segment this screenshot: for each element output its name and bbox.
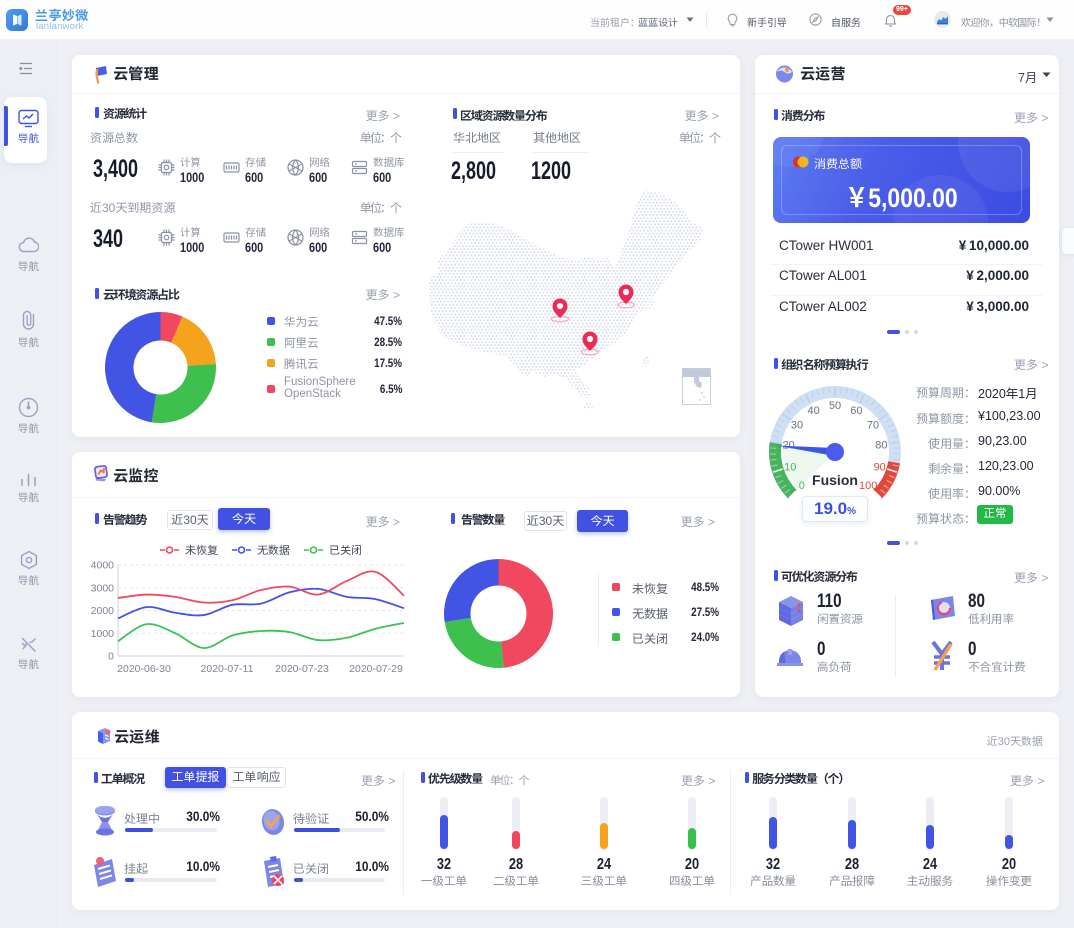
- svg-text:50: 50: [829, 400, 841, 412]
- svg-text:100: 100: [859, 480, 877, 492]
- svg-text:90: 90: [874, 462, 886, 474]
- svg-text:2020-06-30: 2020-06-30: [117, 663, 171, 675]
- svg-text:30: 30: [791, 419, 803, 431]
- svg-text:80: 80: [875, 440, 887, 452]
- svg-text:10: 10: [784, 462, 796, 474]
- svg-text:0: 0: [799, 480, 805, 492]
- svg-text:1000: 1000: [91, 628, 115, 640]
- svg-text:2020-07-11: 2020-07-11: [201, 663, 254, 675]
- svg-text:0: 0: [108, 651, 114, 663]
- svg-text:Fusion: Fusion: [812, 472, 858, 488]
- svg-text:60: 60: [850, 405, 862, 417]
- svg-text:4000: 4000: [91, 560, 115, 572]
- svg-text:3000: 3000: [91, 582, 115, 594]
- svg-text:2020-07-29: 2020-07-29: [349, 663, 403, 675]
- svg-text:2000: 2000: [91, 605, 115, 617]
- svg-text:40: 40: [808, 405, 820, 417]
- svg-text:20: 20: [782, 440, 794, 452]
- svg-text:2020-07-23: 2020-07-23: [275, 663, 329, 675]
- svg-text:70: 70: [867, 419, 879, 431]
